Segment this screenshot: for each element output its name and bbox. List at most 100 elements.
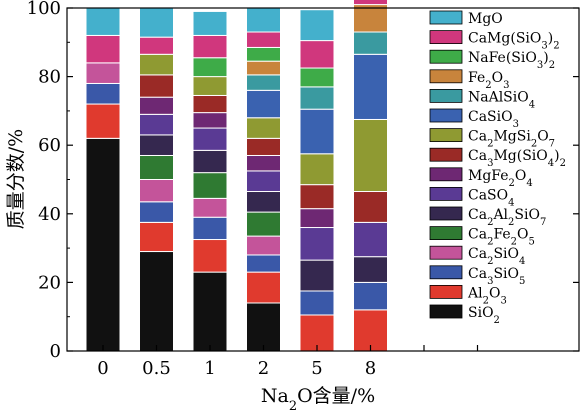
x-tick-label: 1 xyxy=(204,358,215,379)
legend-swatch xyxy=(429,69,463,84)
x-tick-label: 0 xyxy=(97,358,108,379)
legend: MgOCaMg(SiO3)2NaFe(SiO3)2Fe2O3NaAlSiO4Ca… xyxy=(429,10,566,326)
bar-segment-sio2-0 xyxy=(85,137,121,352)
legend-swatch xyxy=(429,186,463,201)
bar-segment-camgsio32-1 xyxy=(192,34,228,59)
bar-segment-ca2fe2o5-0p5 xyxy=(139,154,174,181)
bar-segment-ca2sio4-0p5 xyxy=(139,179,174,203)
legend-swatch xyxy=(429,304,463,319)
bar-segment-al2o3-1 xyxy=(192,239,228,273)
bar-segment-al2o3-5 xyxy=(299,314,335,352)
legend-label: Ca2Al2SiO7 xyxy=(468,207,546,228)
legend-swatch xyxy=(429,108,463,123)
legend-swatch xyxy=(429,89,463,103)
y-tick-label: 20 xyxy=(38,272,61,293)
bar-segment-ca3mgsio42-2 xyxy=(246,137,281,156)
bar-segment-mgo-1 xyxy=(192,10,228,36)
ticks-layer: 0 20 40 60 80 100 0 0.5 1 2 5 8 xyxy=(27,0,579,379)
bar-segment-naalsio4-8 xyxy=(353,31,388,55)
y-tick-label: 100 xyxy=(27,0,61,19)
bar-segment-camgsio32-8 xyxy=(353,0,388,6)
legend-label: CaSO4 xyxy=(468,187,515,208)
bar-segment-ca3mgsio42-1 xyxy=(192,94,228,114)
bar-segment-naalsio4-5 xyxy=(299,86,335,110)
bar-segment-caso4-1 xyxy=(192,127,228,151)
bar-segment-mgfe2o4-1 xyxy=(192,112,228,129)
legend-label: CaSiO3 xyxy=(468,109,519,130)
y-axis-label: 质量分数/% xyxy=(5,129,27,229)
y-tick-label: 0 xyxy=(50,341,61,362)
bar-segment-ca3sio5-1 xyxy=(192,216,228,241)
bar-segment-camgsio32-0 xyxy=(85,34,121,64)
bar-segment-fe2o3-8 xyxy=(353,4,388,33)
bar-segment-camgsio32-0p5 xyxy=(139,36,174,55)
bar-segment-caso4-5 xyxy=(299,227,335,261)
bar-segment-mgfe2o4-0p5 xyxy=(139,96,174,115)
legend-label: NaAlSiO4 xyxy=(468,89,535,110)
bar-segment-naalsio4-2 xyxy=(246,74,281,91)
bar-segment-ca2fe2o5-1 xyxy=(192,172,228,199)
legend-swatch xyxy=(429,49,463,64)
bar-segment-nafesio32-2 xyxy=(246,46,281,62)
x-tick-label: 8 xyxy=(365,358,376,379)
bar-segment-ca2fe2o5-2 xyxy=(246,211,281,237)
bar-segment-mgo-0p5 xyxy=(139,7,174,38)
bar-segment-caso4-0p5 xyxy=(139,113,174,136)
bar-segment-ca2mgsi2o7-8 xyxy=(353,118,388,193)
bar-segment-mgo-2 xyxy=(246,7,281,33)
bar-segment-mgo-5 xyxy=(299,9,335,42)
bar-segment-ca3mgsio42-0p5 xyxy=(139,74,174,98)
bar-segment-al2o3-0 xyxy=(85,103,121,139)
x-tick-label: 0.5 xyxy=(142,358,171,379)
bar-segment-sio2-1 xyxy=(192,271,228,352)
bar-segment-camgsio32-2 xyxy=(246,31,281,48)
bar-segment-ca2sio4-0 xyxy=(85,62,121,84)
legend-swatch xyxy=(429,10,463,25)
bar-segment-caso4-2 xyxy=(246,170,281,193)
bar-segment-mgfe2o4-2 xyxy=(246,154,281,172)
bar-segment-ca3sio5-2 xyxy=(246,254,281,273)
bar-segment-ca2mgsi2o7-1 xyxy=(192,76,228,96)
legend-swatch xyxy=(429,265,463,280)
bar-segment-ca2mgsi2o7-0p5 xyxy=(139,53,174,76)
bar-segment-al2o3-0p5 xyxy=(139,221,174,253)
legend-swatch xyxy=(429,167,463,182)
bars-layer xyxy=(85,0,388,352)
legend-label: Al2O3 xyxy=(467,285,507,306)
x-axis-label: Na2O含量/% xyxy=(261,385,375,414)
bar-segment-ca2al2sio7-1 xyxy=(192,149,228,174)
bar-segment-al2o3-2 xyxy=(246,271,281,304)
legend-swatch xyxy=(429,245,463,260)
bar-segment-mgfe2o4-5 xyxy=(299,208,335,229)
bar-segment-fe2o3-2 xyxy=(246,60,281,76)
bar-segment-nafesio32-1 xyxy=(192,57,228,78)
bar-segment-sio2-0p5 xyxy=(139,251,174,352)
bar-segment-ca3sio5-5 xyxy=(299,290,335,316)
legend-label: SiO2 xyxy=(468,305,500,326)
x-tick-label: 5 xyxy=(311,358,322,379)
bar-segment-ca2al2sio7-8 xyxy=(353,256,388,283)
bar-segment-ca2al2sio7-2 xyxy=(246,191,281,213)
legend-label: Ca2SiO4 xyxy=(468,246,525,267)
bar-segment-mgo-0 xyxy=(85,7,121,36)
legend-swatch xyxy=(429,147,463,162)
bar-segment-ca2mgsi2o7-5 xyxy=(299,153,335,186)
bar-segment-ca2al2sio7-0p5 xyxy=(139,134,174,156)
legend-label: MgFe2O4 xyxy=(468,168,533,189)
legend-label: Fe2O3 xyxy=(468,70,509,91)
legend-label: Ca3SiO5 xyxy=(468,266,525,287)
bar-segment-nafesio32-5 xyxy=(299,67,335,88)
legend-swatch xyxy=(429,226,463,241)
bar-segment-ca3sio5-8 xyxy=(353,281,388,311)
bar-segment-ca3sio5-0p5 xyxy=(139,201,174,223)
legend-swatch xyxy=(429,128,463,143)
bar-segment-caso4-8 xyxy=(353,221,388,258)
bar-segment-ca3mgsio42-5 xyxy=(299,184,335,210)
bar-segment-al2o3-8 xyxy=(353,309,388,352)
bar-segment-sio2-2 xyxy=(246,302,281,352)
y-tick-label: 80 xyxy=(38,67,61,88)
legend-swatch xyxy=(429,284,463,299)
bar-segment-camgsio32-5 xyxy=(299,40,335,69)
legend-label: CaMg(SiO3)2 xyxy=(468,31,560,52)
